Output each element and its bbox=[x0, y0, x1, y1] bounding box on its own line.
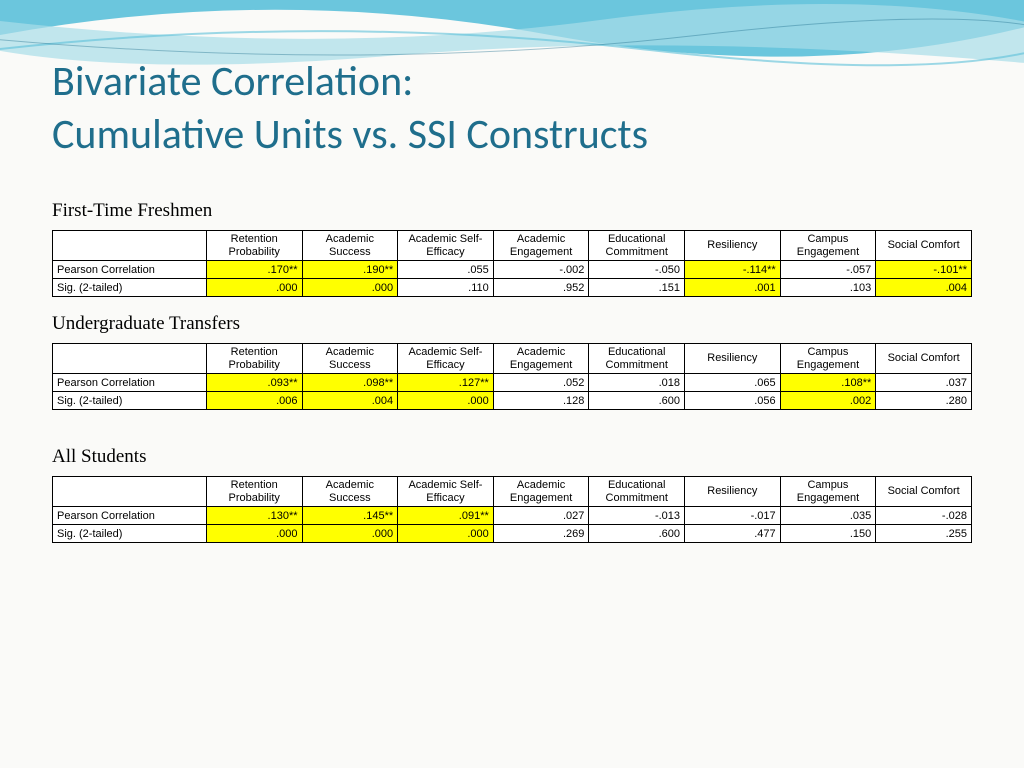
table-row: Sig. (2-tailed).006.004.000.128.600.056.… bbox=[53, 392, 972, 410]
row-label: Pearson Correlation bbox=[53, 261, 207, 279]
cell-value: .127** bbox=[398, 374, 494, 392]
cell-value: .145** bbox=[302, 507, 398, 525]
cell-value: .255 bbox=[876, 525, 972, 543]
section-label: First-Time Freshmen bbox=[52, 200, 972, 222]
column-header: Campus Engagement bbox=[780, 344, 876, 374]
column-header: Educational Commitment bbox=[589, 231, 685, 261]
section-label: All Students bbox=[52, 446, 972, 468]
column-header: Academic Engagement bbox=[493, 231, 589, 261]
cell-value: -.057 bbox=[780, 261, 876, 279]
content-area: First-Time Freshmen Retention Probability… bbox=[52, 200, 972, 543]
column-header: Retention Probability bbox=[206, 477, 302, 507]
column-header: Retention Probability bbox=[206, 344, 302, 374]
correlation-table: Retention ProbabilityAcademic SuccessAca… bbox=[52, 230, 972, 297]
row-label: Pearson Correlation bbox=[53, 507, 207, 525]
cell-value: .001 bbox=[685, 279, 781, 297]
cell-value: .004 bbox=[302, 392, 398, 410]
column-header: Social Comfort bbox=[876, 231, 972, 261]
column-header: Academic Self-Efficacy bbox=[398, 231, 494, 261]
cell-value: .128 bbox=[493, 392, 589, 410]
column-header: Resiliency bbox=[685, 344, 781, 374]
column-header: Academic Success bbox=[302, 344, 398, 374]
cell-value: .000 bbox=[398, 525, 494, 543]
cell-value: .093** bbox=[206, 374, 302, 392]
cell-value: -.013 bbox=[589, 507, 685, 525]
cell-value: -.114** bbox=[685, 261, 781, 279]
title-line-2: Cumulative Units vs. SSI Constructs bbox=[52, 109, 648, 160]
cell-value: .055 bbox=[398, 261, 494, 279]
correlation-table: Retention ProbabilityAcademic SuccessAca… bbox=[52, 476, 972, 543]
column-header: Academic Success bbox=[302, 231, 398, 261]
cell-value: .052 bbox=[493, 374, 589, 392]
cell-value: .280 bbox=[876, 392, 972, 410]
cell-value: .027 bbox=[493, 507, 589, 525]
column-header: Resiliency bbox=[685, 477, 781, 507]
cell-value: .600 bbox=[589, 392, 685, 410]
cell-value: .037 bbox=[876, 374, 972, 392]
cell-value: .600 bbox=[589, 525, 685, 543]
cell-value: .065 bbox=[685, 374, 781, 392]
cell-value: .035 bbox=[780, 507, 876, 525]
cell-value: -.101** bbox=[876, 261, 972, 279]
cell-value: .170** bbox=[206, 261, 302, 279]
table-row: Sig. (2-tailed).000.000.110.952.151.001.… bbox=[53, 279, 972, 297]
cell-value: .477 bbox=[685, 525, 781, 543]
cell-value: .098** bbox=[302, 374, 398, 392]
row-label: Pearson Correlation bbox=[53, 374, 207, 392]
cell-value: .091** bbox=[398, 507, 494, 525]
column-header: Social Comfort bbox=[876, 477, 972, 507]
row-label: Sig. (2-tailed) bbox=[53, 392, 207, 410]
column-header: Campus Engagement bbox=[780, 231, 876, 261]
cell-value: .000 bbox=[302, 279, 398, 297]
cell-value: .190** bbox=[302, 261, 398, 279]
column-header: Academic Self-Efficacy bbox=[398, 477, 494, 507]
row-label: Sig. (2-tailed) bbox=[53, 525, 207, 543]
cell-value: .000 bbox=[398, 392, 494, 410]
cell-value: .130** bbox=[206, 507, 302, 525]
column-header: Academic Engagement bbox=[493, 344, 589, 374]
cell-value: -.050 bbox=[589, 261, 685, 279]
cell-value: .004 bbox=[876, 279, 972, 297]
column-header: Academic Self-Efficacy bbox=[398, 344, 494, 374]
cell-value: -.028 bbox=[876, 507, 972, 525]
slide-title: Bivariate Correlation: Cumulative Units … bbox=[52, 56, 648, 161]
column-header-blank bbox=[53, 231, 207, 261]
cell-value: .006 bbox=[206, 392, 302, 410]
table-row: Sig. (2-tailed).000.000.000.269.600.477.… bbox=[53, 525, 972, 543]
cell-value: .018 bbox=[589, 374, 685, 392]
cell-value: .952 bbox=[493, 279, 589, 297]
cell-value: .056 bbox=[685, 392, 781, 410]
table-row: Pearson Correlation.170**.190**.055-.002… bbox=[53, 261, 972, 279]
table-row: Pearson Correlation.130**.145**.091**.02… bbox=[53, 507, 972, 525]
column-header: Resiliency bbox=[685, 231, 781, 261]
cell-value: .103 bbox=[780, 279, 876, 297]
column-header-blank bbox=[53, 344, 207, 374]
cell-value: .150 bbox=[780, 525, 876, 543]
column-header: Retention Probability bbox=[206, 231, 302, 261]
cell-value: .151 bbox=[589, 279, 685, 297]
cell-value: .002 bbox=[780, 392, 876, 410]
cell-value: -.002 bbox=[493, 261, 589, 279]
section-label: Undergraduate Transfers bbox=[52, 313, 972, 335]
cell-value: .000 bbox=[302, 525, 398, 543]
row-label: Sig. (2-tailed) bbox=[53, 279, 207, 297]
column-header: Academic Success bbox=[302, 477, 398, 507]
cell-value: -.017 bbox=[685, 507, 781, 525]
cell-value: .108** bbox=[780, 374, 876, 392]
correlation-table: Retention ProbabilityAcademic SuccessAca… bbox=[52, 343, 972, 410]
cell-value: .110 bbox=[398, 279, 494, 297]
table-row: Pearson Correlation.093**.098**.127**.05… bbox=[53, 374, 972, 392]
column-header: Social Comfort bbox=[876, 344, 972, 374]
column-header: Educational Commitment bbox=[589, 477, 685, 507]
cell-value: .000 bbox=[206, 525, 302, 543]
column-header: Academic Engagement bbox=[493, 477, 589, 507]
cell-value: .000 bbox=[206, 279, 302, 297]
column-header-blank bbox=[53, 477, 207, 507]
cell-value: .269 bbox=[493, 525, 589, 543]
title-line-1: Bivariate Correlation: bbox=[52, 56, 413, 107]
column-header: Educational Commitment bbox=[589, 344, 685, 374]
column-header: Campus Engagement bbox=[780, 477, 876, 507]
